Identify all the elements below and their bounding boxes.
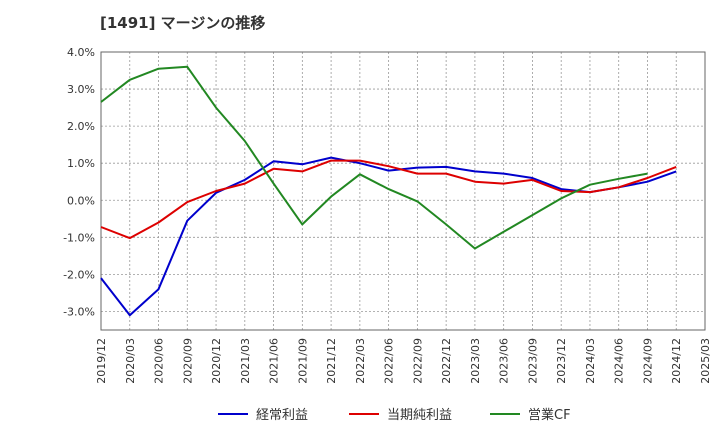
series-lines	[100, 65, 677, 317]
x-tick-label: 2023/06	[498, 338, 511, 384]
x-tick-label: 2021/03	[239, 338, 252, 384]
y-axis-ticks: 4.0% 3.0% 2.0% 1.0% 0.0% -1.0% -2.0% -3.0%	[63, 46, 95, 318]
x-tick-label: 2020/03	[124, 338, 137, 384]
x-tick-label: 2023/09	[526, 338, 539, 384]
x-tick-label: 2021/12	[325, 338, 338, 384]
y-tick-label: -2.0%	[63, 268, 95, 281]
x-tick-label: 2023/12	[555, 338, 568, 384]
x-tick-label: 2022/03	[354, 338, 367, 384]
y-tick-label: 3.0%	[67, 83, 95, 96]
legend-label-3: 営業CF	[528, 407, 571, 423]
y-tick-label: 2.0%	[67, 120, 95, 133]
x-tick-label: 2024/12	[670, 338, 683, 384]
x-tick-label: 2021/06	[268, 338, 281, 384]
x-tick-label: 2022/09	[411, 338, 424, 384]
x-tick-label: 2020/06	[153, 338, 166, 384]
series-line-3	[100, 65, 648, 250]
x-axis-ticks: 2019/12 2020/03 2020/06 2020/09 2020/12 2021/…	[95, 338, 712, 384]
x-tick-label: 2022/12	[440, 338, 453, 384]
grid	[101, 52, 705, 330]
x-tick-label: 2021/09	[296, 338, 309, 384]
x-tick-label: 2022/06	[383, 338, 396, 384]
legend-label-1: 経常利益	[256, 408, 308, 423]
y-tick-label: 4.0%	[67, 46, 95, 59]
x-tick-label: 2025/03	[699, 338, 712, 384]
series-line-2	[100, 159, 677, 240]
legend: 経常利益 当期純利益 営業CF	[218, 407, 571, 423]
y-tick-label: -3.0%	[63, 305, 95, 318]
y-tick-label: 1.0%	[67, 157, 95, 170]
chart-title: [1491] マージンの推移	[100, 14, 266, 32]
y-tick-label: 0.0%	[67, 194, 95, 207]
legend-label-2: 当期純利益	[387, 408, 452, 423]
x-tick-label: 2020/12	[210, 338, 223, 384]
plot-frame	[100, 51, 706, 331]
x-tick-label: 2024/06	[613, 338, 626, 384]
x-tick-label: 2024/09	[641, 338, 654, 384]
x-tick-label: 2019/12	[95, 338, 108, 384]
x-tick-label: 2023/03	[469, 338, 482, 384]
y-tick-label: -1.0%	[63, 231, 95, 244]
x-tick-label: 2024/03	[584, 338, 597, 384]
x-tick-label: 2020/09	[181, 338, 194, 384]
